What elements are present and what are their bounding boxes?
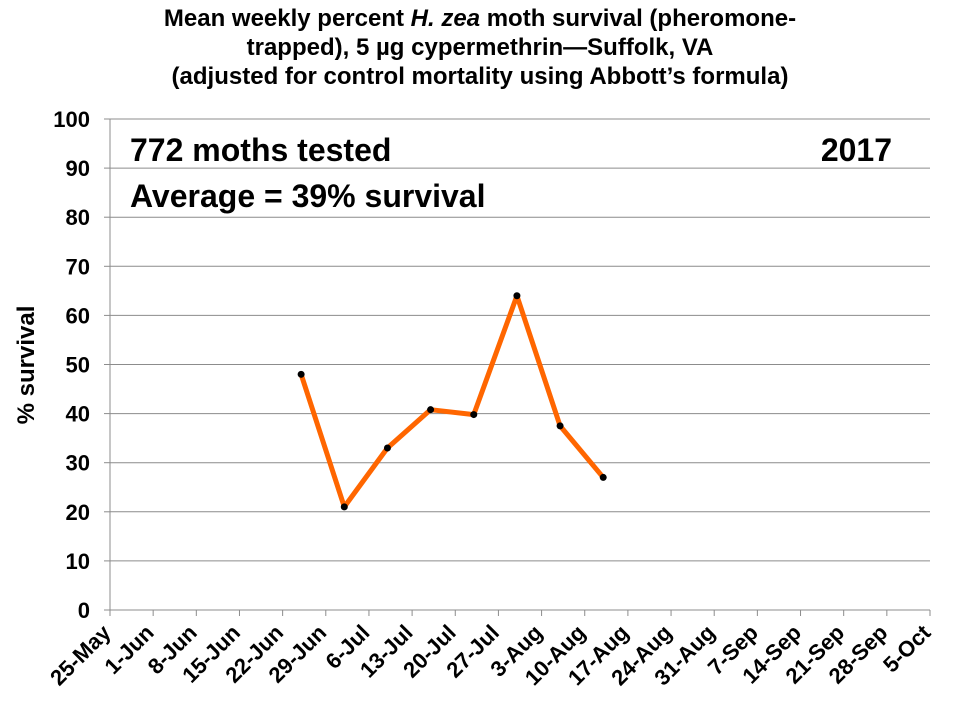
- y-tick-label: 80: [66, 205, 90, 230]
- y-tick-label: 70: [66, 254, 90, 279]
- data-point: [513, 292, 521, 300]
- title-line-3: (adjusted for control mortality using Ab…: [171, 63, 789, 90]
- data-point: [383, 444, 391, 452]
- y-tick-label: 20: [66, 500, 90, 525]
- series-group: [297, 292, 607, 511]
- y-axis-label: % survival: [13, 306, 40, 425]
- y-tick-label: 40: [66, 402, 90, 427]
- x-tick-labels: 25-May1-Jun8-Jun15-Jun22-Jun29-Jun6-Jul1…: [45, 619, 936, 690]
- y-tick-label: 10: [66, 549, 90, 574]
- y-tick-label: 60: [66, 303, 90, 328]
- data-point: [470, 411, 478, 419]
- annotation-moths-tested: 772 moths tested: [130, 132, 391, 168]
- y-tick-label: 0: [78, 598, 90, 623]
- data-point: [556, 422, 564, 430]
- annotation-year: 2017: [821, 132, 892, 168]
- title-line-2: trapped), 5 µg cypermethrin—Suffolk, VA: [246, 34, 714, 61]
- y-tick-label: 30: [66, 451, 90, 476]
- y-tick-label: 90: [66, 156, 90, 181]
- gridlines: [110, 118, 930, 562]
- data-point: [599, 473, 607, 481]
- y-tick-labels: 0 10 20 30 40 50 60 70 80 90 100: [53, 107, 90, 623]
- data-point: [427, 406, 435, 414]
- chart-title: Mean weekly percent H. zea moth survival…: [0, 4, 960, 91]
- x-tick-label: 1-Jun: [100, 620, 159, 679]
- y-tick-label: 100: [53, 107, 90, 132]
- axes: [104, 118, 931, 616]
- x-tick-label: 5-Oct: [878, 619, 936, 677]
- annotation-average: Average = 39% survival: [130, 178, 485, 214]
- title-line-1: Mean weekly percent H. zea moth survival…: [163, 5, 797, 32]
- y-tick-label: 50: [66, 353, 90, 378]
- series-line: [298, 293, 606, 510]
- data-point: [340, 503, 348, 511]
- data-point: [297, 370, 305, 378]
